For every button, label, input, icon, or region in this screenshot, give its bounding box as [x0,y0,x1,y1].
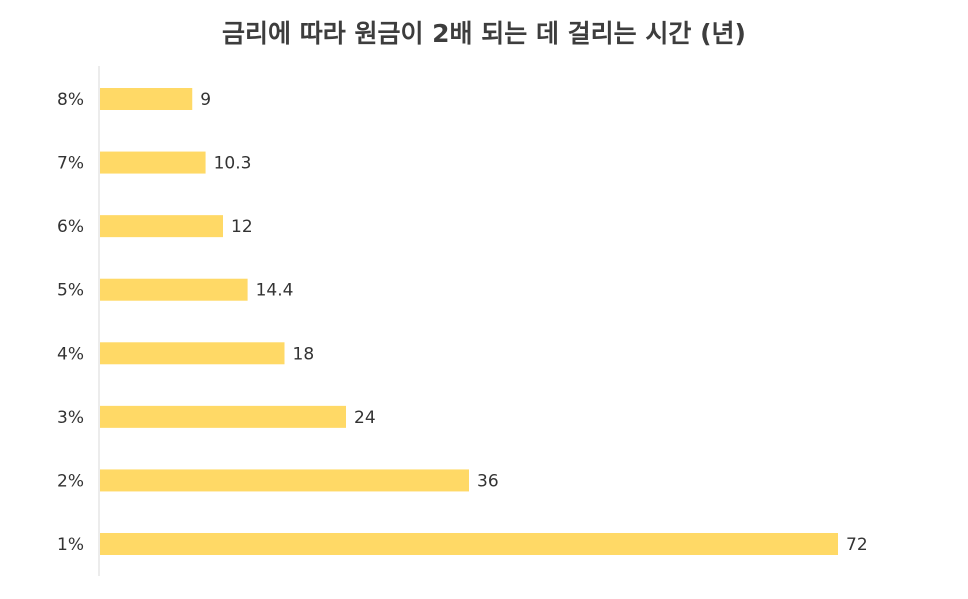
bar-7pct [100,151,206,174]
bars-group [100,88,838,555]
y-tick-label: 1% [57,535,84,555]
y-tick-label: 3% [57,408,84,428]
data-label: 12 [231,217,253,237]
bar-4pct [100,342,285,365]
bar-8pct [100,88,193,110]
y-tick-label: 5% [57,281,84,301]
data-label: 24 [354,408,376,428]
data-label: 10.3 [214,154,252,174]
bar-3pct [100,405,346,428]
y-tick-label: 7% [57,154,84,174]
bar-1pct [100,533,838,555]
y-tick-label: 8% [57,90,84,110]
bar-2pct [100,469,469,492]
labels-group: 8% 9 7% 10.3 6% 12 5% 14.4 4% 18 3% 24 2% 36 1% 72 [57,90,868,555]
data-label: 72 [846,535,868,555]
y-tick-label: 4% [57,344,84,364]
data-label: 18 [293,344,315,364]
y-tick-label: 6% [57,217,84,237]
bar-6pct [100,215,223,238]
data-label: 36 [477,471,499,491]
data-label: 9 [200,90,211,110]
bar-5pct [100,278,248,301]
y-tick-label: 2% [57,471,84,491]
chart-title: 금리에 따라 원금이 2배 되는 데 걸리는 시간 (년) [222,19,746,48]
data-label: 14.4 [256,281,294,301]
